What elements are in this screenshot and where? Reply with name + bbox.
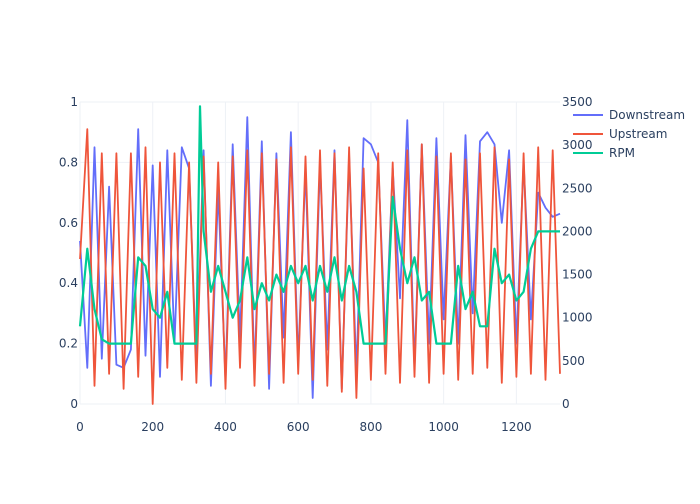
y-tick-label: 0.6 (59, 216, 78, 230)
y2-tick-label: 500 (562, 354, 585, 368)
legend-item-rpm[interactable]: RPM (573, 146, 635, 160)
x-axis: 0 200 400 600 800 1000 1200 (76, 420, 531, 434)
y-axis-left: 0 0.2 0.4 0.6 0.8 1 (59, 95, 78, 411)
plot-area (78, 105, 561, 405)
y2-tick-label: 3500 (562, 95, 593, 109)
x-tick-label: 800 (359, 420, 382, 434)
legend-item-downstream[interactable]: Downstream (573, 108, 685, 122)
y2-tick-label: 3000 (562, 138, 593, 152)
y2-tick-label: 1500 (562, 268, 593, 282)
y-tick-label: 0.4 (59, 276, 78, 290)
legend-label: Downstream (609, 108, 685, 122)
legend-item-upstream[interactable]: Upstream (573, 127, 667, 141)
x-tick-label: 0 (76, 420, 84, 434)
series-line-upstream[interactable] (79, 128, 561, 405)
x-tick-label: 200 (141, 420, 164, 434)
legend-label: Upstream (609, 127, 667, 141)
y-tick-label: 0 (70, 397, 78, 411)
y-tick-label: 0.8 (59, 155, 78, 169)
x-tick-label: 1200 (501, 420, 532, 434)
series-line-rpm[interactable] (78, 105, 560, 345)
x-tick-label: 600 (287, 420, 310, 434)
y-axis-right: 0 500 1000 1500 2000 2500 3000 3500 (562, 95, 593, 411)
y-tick-label: 0.2 (59, 337, 78, 351)
y2-tick-label: 1000 (562, 311, 593, 325)
x-tick-label: 1000 (428, 420, 459, 434)
legend[interactable]: Downstream Upstream RPM (573, 108, 685, 160)
y2-tick-label: 2000 (562, 224, 593, 238)
x-tick-label: 400 (214, 420, 237, 434)
y-tick-label: 1 (70, 95, 78, 109)
y2-tick-label: 2500 (562, 181, 593, 195)
y2-tick-label: 0 (562, 397, 570, 411)
legend-label: RPM (609, 146, 635, 160)
